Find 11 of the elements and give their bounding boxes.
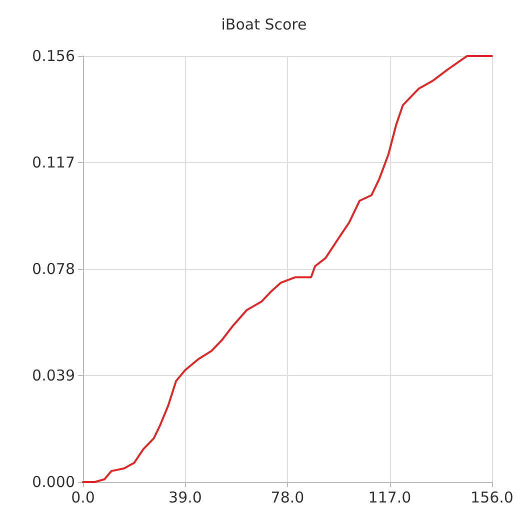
y-tick-label: 0.039: [32, 366, 75, 384]
chart-title: iBoat Score: [221, 16, 307, 34]
x-tick-label: 78.0: [270, 488, 304, 506]
x-tick-label: 0.0: [71, 488, 95, 506]
x-tick-label: 117.0: [368, 488, 412, 506]
x-tick-label: 156.0: [470, 488, 514, 506]
x-tick-label: 39.0: [168, 488, 202, 506]
y-tick-label: 0.000: [32, 473, 75, 491]
y-tick-label: 0.117: [32, 154, 75, 172]
y-tick-label: 0.078: [32, 260, 75, 278]
y-tick-label: 0.156: [32, 47, 75, 65]
